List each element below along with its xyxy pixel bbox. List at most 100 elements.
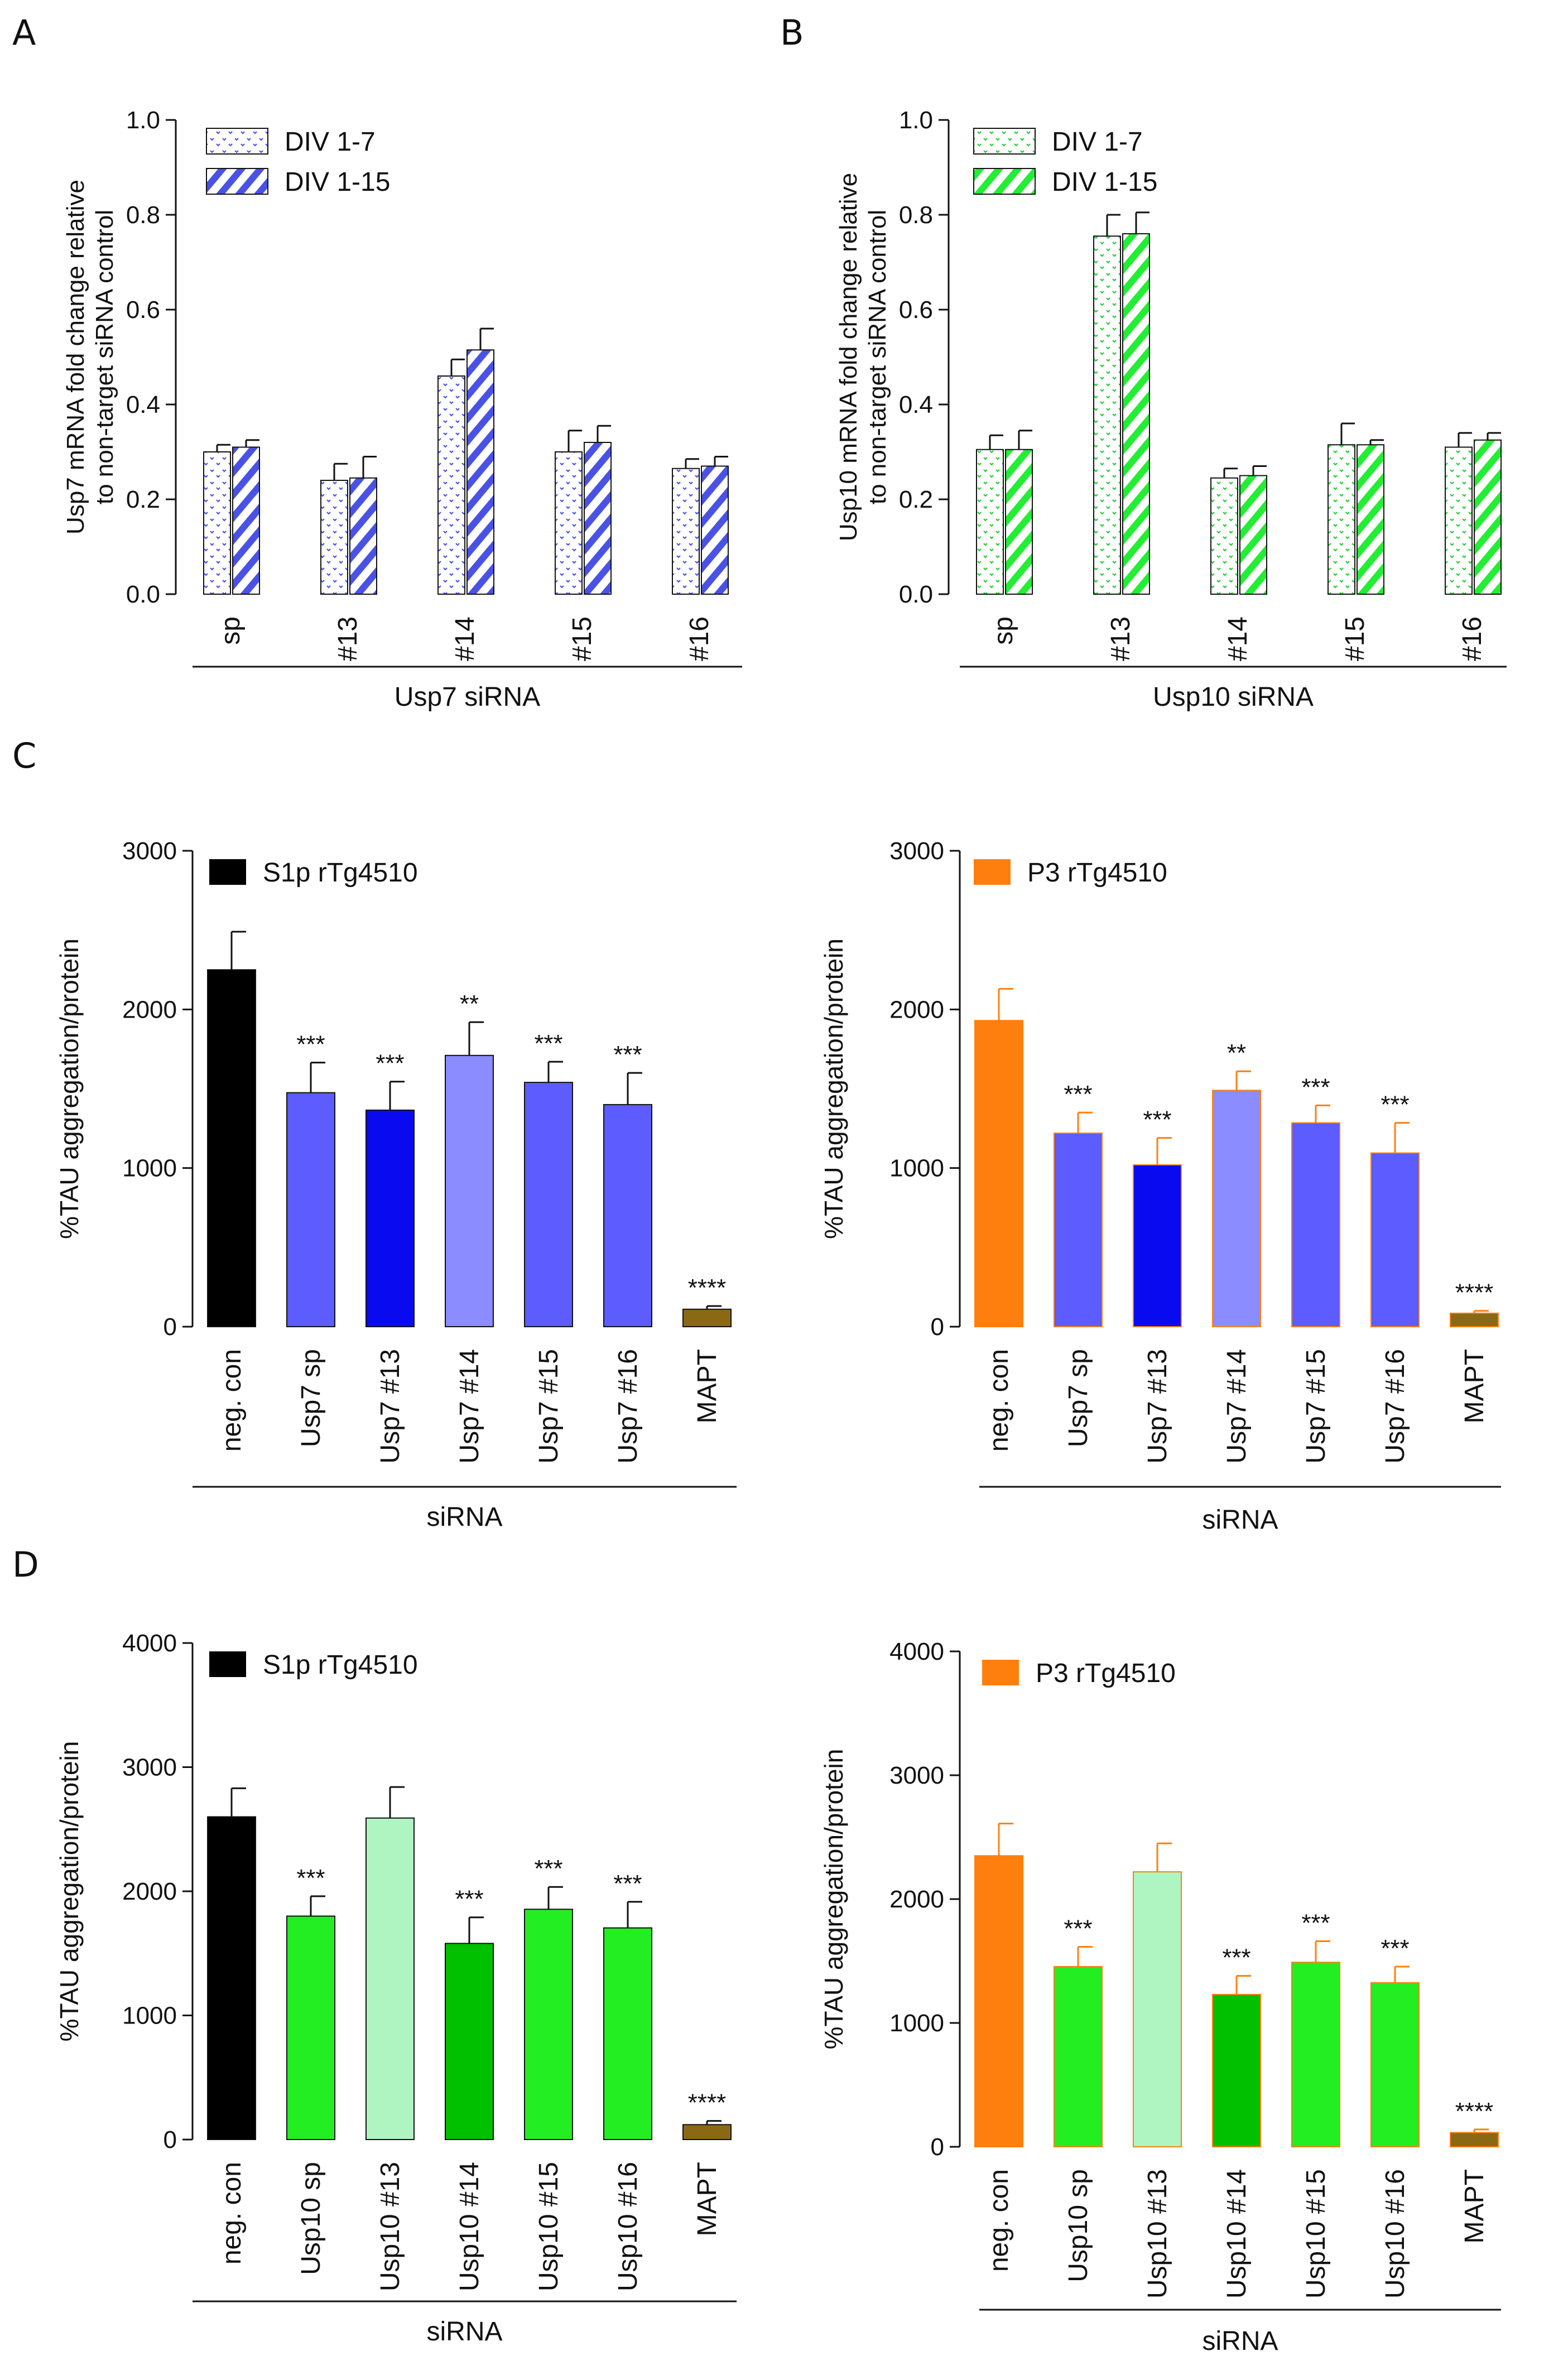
legend-swatch	[982, 1660, 1019, 1685]
bar	[1445, 446, 1473, 595]
bar	[524, 1909, 573, 2140]
x-tick-label: MAPT	[1460, 2169, 1489, 2243]
x-tick-label: Usp7 #15	[534, 1349, 564, 1463]
bar	[1474, 439, 1502, 595]
bar	[1133, 1164, 1182, 1327]
x-tick-label: #15	[1340, 616, 1370, 661]
bar	[1239, 475, 1267, 595]
bar	[1212, 1090, 1261, 1328]
significance-mark: ***	[376, 1050, 404, 1077]
y-tick-label: 4000	[889, 1638, 944, 1665]
legend-label: P3 rTg4510	[1027, 858, 1167, 888]
x-tick-label: Usp10 sp	[1064, 2169, 1093, 2282]
x-tick-label: Usp7 #16	[1381, 1349, 1410, 1463]
y-axis-label: to non-target siRNA control	[864, 210, 891, 504]
bar	[1291, 1122, 1340, 1328]
bar	[320, 480, 348, 595]
legend-label: S1p rTg4510	[263, 858, 418, 888]
bar	[974, 1020, 1023, 1327]
x-tick-label: neg. con	[217, 1349, 247, 1452]
bar	[603, 1104, 652, 1328]
significance-mark: ***	[1301, 1073, 1330, 1101]
x-tick-label: MAPT	[1460, 1349, 1489, 1423]
bar	[365, 1109, 415, 1327]
panel-label-a: A	[12, 12, 36, 53]
bar	[365, 1817, 415, 2141]
bar	[1093, 235, 1121, 595]
panel-label-c: C	[12, 735, 37, 776]
bar	[349, 477, 377, 595]
bar	[1212, 1993, 1261, 2147]
y-tick-label: 0.6	[126, 296, 160, 324]
x-tick-label: Usp7 sp	[296, 1349, 326, 1447]
legend-label: S1p rTg4510	[263, 1650, 418, 1680]
y-tick-label: 0.4	[126, 391, 160, 418]
x-tick-label: neg. con	[984, 2169, 1014, 2272]
y-axis-label: Usp7 mRNA fold change relative	[62, 180, 89, 534]
x-tick-label: Usp10 sp	[296, 2162, 326, 2275]
bar	[466, 349, 494, 595]
y-axis-label: Usp10 mRNA fold change relative	[835, 173, 862, 541]
y-tick-label: 0.0	[899, 581, 933, 608]
y-axis-label: %TAU aggregation/protein	[819, 938, 848, 1239]
x-tick-label: sp	[989, 616, 1018, 645]
significance-mark: ****	[1455, 2098, 1494, 2125]
y-tick-label: 0	[163, 1313, 177, 1341]
chart-usp10-tau-s1p: 0 1000 2000 3000 4000 %TAU aggregation/protei…	[55, 1630, 737, 2347]
legend-swatch	[209, 859, 246, 885]
x-tick-label: #14	[450, 616, 480, 661]
bar	[1370, 1982, 1420, 2148]
bar	[584, 442, 612, 595]
legend-label: P3 rTg4510	[1036, 1659, 1176, 1688]
panel-label-b: B	[780, 12, 804, 53]
bar	[1122, 233, 1150, 595]
x-tick-label: Usp10 #14	[455, 2162, 484, 2291]
y-axis-label: to non-target siRNA control	[91, 210, 118, 504]
bar	[974, 1855, 1023, 2148]
x-tick-label: MAPT	[692, 2162, 722, 2236]
y-axis-label: %TAU aggregation/protein	[55, 938, 84, 1239]
x-tick-label: Usp10 #16	[1381, 2169, 1410, 2299]
x-axis-label: siRNA	[1202, 2326, 1278, 2356]
significance-mark: ***	[1064, 1081, 1092, 1108]
y-tick-label: 3000	[122, 1754, 177, 1781]
x-tick-label: #15	[567, 616, 597, 661]
legend-label: DIV 1-7	[1052, 127, 1143, 157]
legend-label: DIV 1-7	[285, 127, 376, 157]
x-tick-label: Usp10 #15	[534, 2162, 564, 2291]
chart-usp7-mrna: 0.0 0.2 0.4 0.6 0.8 1.0 Usp7 mRNA fold change …	[62, 107, 742, 712]
legend-swatch	[206, 168, 268, 195]
x-axis-label: Usp10 siRNA	[1153, 682, 1314, 712]
legend-swatch	[974, 859, 1011, 885]
y-tick-label: 4000	[122, 1630, 177, 1657]
significance-mark: ***	[613, 1870, 642, 1897]
significance-mark: **	[460, 990, 479, 1018]
bar	[445, 1054, 494, 1328]
bar	[976, 449, 1004, 595]
bar	[1450, 1312, 1499, 1328]
bar	[445, 1943, 494, 2140]
significance-mark: ***	[534, 1030, 562, 1057]
y-tick-label: 0.8	[899, 201, 933, 229]
y-tick-label: 1.0	[899, 107, 933, 134]
significance-mark: ****	[1455, 1279, 1494, 1307]
x-tick-label: Usp7 #13	[376, 1349, 405, 1463]
bar	[672, 468, 700, 595]
x-tick-label: neg. con	[984, 1349, 1014, 1452]
chart-usp10-mrna: 0.0 0.2 0.4 0.6 0.8 1.0 Usp10 mRNA fold change…	[835, 107, 1507, 712]
x-tick-label: Usp10 #13	[1143, 2169, 1172, 2299]
y-tick-label: 0	[931, 1313, 944, 1341]
y-tick-label: 1.0	[126, 107, 160, 134]
x-tick-label: Usp7 #14	[455, 1349, 484, 1463]
bar	[203, 451, 231, 595]
x-tick-label: #13	[333, 616, 363, 661]
x-tick-label: Usp7 #15	[1301, 1349, 1331, 1463]
y-tick-label: 0.2	[899, 486, 933, 513]
bar	[555, 451, 583, 595]
bar	[232, 446, 260, 595]
x-tick-label: Usp10 #13	[376, 2162, 405, 2291]
significance-mark: ***	[1222, 1944, 1250, 1972]
bar	[1210, 477, 1238, 595]
legend-label: DIV 1-15	[285, 167, 390, 197]
